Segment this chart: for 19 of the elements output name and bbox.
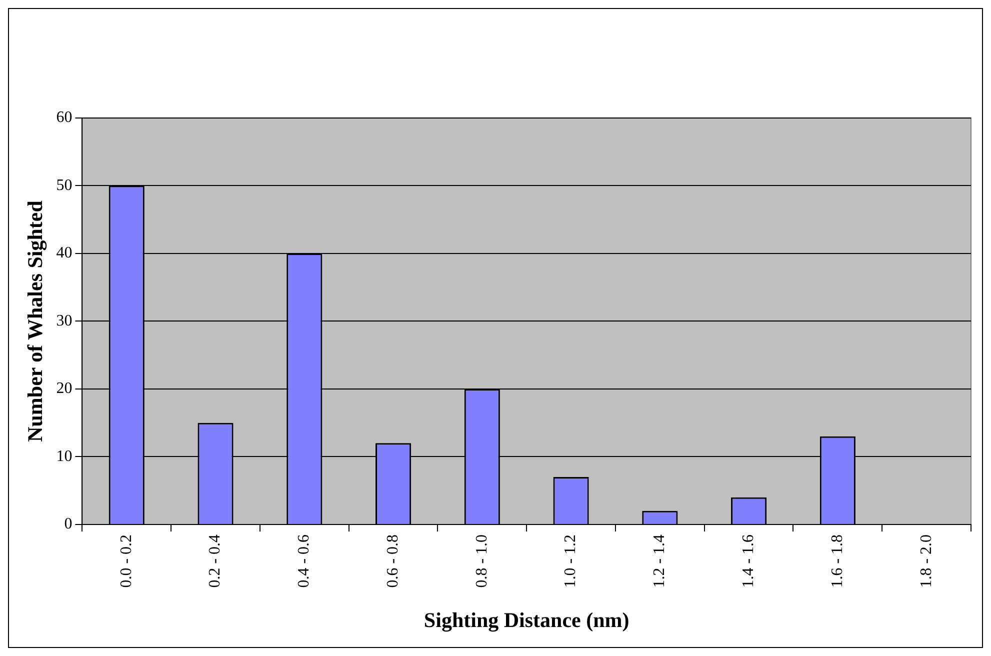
x-axis-title: Sighting Distance (nm) bbox=[424, 608, 630, 632]
x-tick-label: 0.6 - 0.8 bbox=[384, 534, 402, 588]
x-tick-label: 0.0 - 0.2 bbox=[118, 534, 135, 588]
x-tick-label: 1.2 - 1.4 bbox=[651, 534, 668, 588]
y-tick-label: 40 bbox=[56, 244, 72, 262]
y-tick-label: 50 bbox=[56, 176, 72, 194]
y-tick-label: 10 bbox=[56, 448, 72, 465]
x-tick-label: 1.8 - 2.0 bbox=[918, 534, 935, 588]
y-tick-label: 20 bbox=[56, 380, 72, 398]
y-tick-label: 30 bbox=[56, 312, 72, 330]
x-tick-label: 1.4 - 1.6 bbox=[740, 534, 758, 588]
y-tick-label: 0 bbox=[64, 516, 72, 533]
x-tick-label: 0.8 - 1.0 bbox=[473, 534, 490, 588]
x-tick-label: 1.0 - 1.2 bbox=[562, 534, 580, 588]
x-tick-label: 1.6 - 1.8 bbox=[828, 534, 846, 588]
y-tick-label: 60 bbox=[56, 109, 72, 126]
y-axis-title: Number of Whales Sighted bbox=[23, 200, 48, 442]
x-tick-label: 0.4 - 0.6 bbox=[296, 534, 313, 588]
x-tick-label: 0.2 - 0.4 bbox=[206, 534, 224, 588]
